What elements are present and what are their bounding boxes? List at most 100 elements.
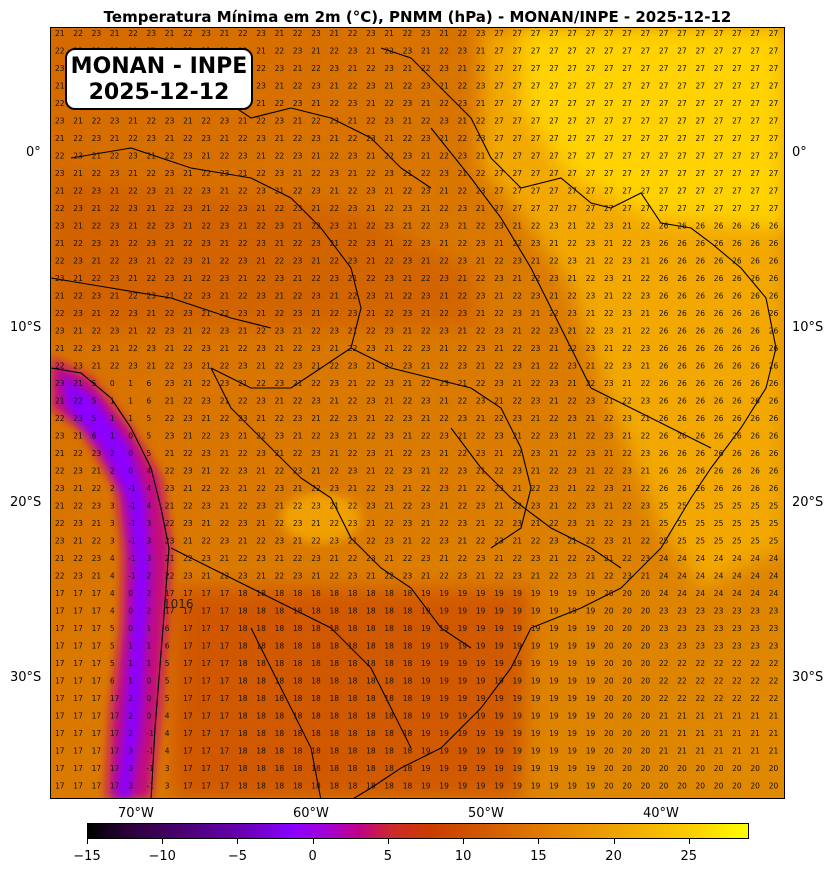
grid-value: 27: [494, 169, 504, 178]
grid-value: 19: [494, 747, 504, 756]
lat-label-right-30s: 30°S: [792, 670, 824, 685]
grid-value: 22: [586, 327, 596, 336]
grid-value: 26: [659, 432, 669, 441]
grid-value: 21: [183, 327, 193, 336]
grid-value: 2: [128, 694, 133, 703]
grid-value: 21: [769, 747, 779, 756]
grid-value: 18: [366, 729, 376, 738]
grid-value: 18: [330, 589, 340, 598]
grid-value: 21: [275, 239, 285, 248]
grid-value: 23: [256, 82, 266, 91]
grid-value: 18: [256, 694, 266, 703]
grid-value: 26: [769, 362, 779, 371]
grid-value: 21: [348, 537, 358, 546]
grid-value: 19: [586, 659, 596, 668]
grid-value: 22: [439, 467, 449, 476]
grid-value: 25: [732, 537, 742, 546]
grid-value: 21: [567, 222, 577, 231]
grid-value: 21: [293, 64, 303, 73]
grid-value: 26: [677, 327, 687, 336]
grid-value: 20: [622, 624, 632, 633]
grid-value: 22: [604, 362, 614, 371]
grid-value: 21: [256, 467, 266, 476]
grid-value: 21: [384, 82, 394, 91]
grid-value: 23: [622, 467, 632, 476]
grid-value: 22: [73, 502, 83, 511]
grid-value: 21: [531, 414, 541, 423]
grid-value: 20: [641, 782, 651, 791]
grid-value: 23: [293, 572, 303, 581]
grid-value: 21: [366, 362, 376, 371]
grid-value: -1: [147, 729, 155, 738]
grid-value: 4: [110, 572, 115, 581]
grid-value: 23: [384, 117, 394, 126]
grid-value: 21: [403, 432, 413, 441]
grid-value: 1: [110, 397, 115, 406]
grid-value: 18: [366, 624, 376, 633]
grid-value: 22: [238, 554, 248, 563]
grid-value: 27: [659, 134, 669, 143]
grid-value: 27: [659, 82, 669, 91]
grid-value: 20: [622, 659, 632, 668]
grid-value: 23: [92, 502, 102, 511]
grid-value: 26: [659, 327, 669, 336]
grid-value: 21: [421, 467, 431, 476]
grid-value: 22: [769, 694, 779, 703]
grid-value: 27: [750, 204, 760, 213]
grid-value: 27: [586, 169, 596, 178]
grid-value: 22: [348, 344, 358, 353]
grid-value: 27: [659, 117, 669, 126]
grid-value: 18: [348, 659, 358, 668]
grid-value: 20: [622, 729, 632, 738]
grid-value: 26: [714, 274, 724, 283]
grid-value: 21: [458, 379, 468, 388]
grid-value: 22: [55, 152, 65, 161]
grid-value: 22: [476, 64, 486, 73]
grid-value: 25: [769, 502, 779, 511]
grid-value: 22: [567, 449, 577, 458]
grid-value: 23: [659, 624, 669, 633]
grid-value: 22: [366, 274, 376, 283]
grid-value: 18: [384, 607, 394, 616]
grid-value: 27: [622, 82, 632, 91]
grid-value: 18: [238, 677, 248, 686]
grid-value: 26: [732, 344, 742, 353]
grid-value: 19: [421, 589, 431, 598]
grid-value: 27: [750, 99, 760, 108]
grid-value: 22: [622, 502, 632, 511]
grid-value: 23: [128, 204, 138, 213]
grid-value: 26: [714, 362, 724, 371]
grid-value: 21: [641, 414, 651, 423]
grid-value: 21: [330, 502, 340, 511]
grid-value: -1: [147, 782, 155, 791]
grid-value: 26: [732, 274, 742, 283]
grid-value: 19: [549, 747, 559, 756]
grid-value: 23: [458, 309, 468, 318]
grid-value: 23: [238, 152, 248, 161]
grid-value: 22: [732, 677, 742, 686]
grid-value: 27: [604, 204, 614, 213]
grid-value: 23: [330, 432, 340, 441]
grid-value: 23: [110, 222, 120, 231]
grid-value: 22: [165, 572, 175, 581]
grid-value: 23: [421, 554, 431, 563]
grid-value: 24: [696, 589, 706, 598]
grid-value: 23: [622, 362, 632, 371]
grid-value: 23: [494, 432, 504, 441]
grid-value: 18: [238, 642, 248, 651]
grid-value: 26: [732, 484, 742, 493]
grid-value: 27: [531, 134, 541, 143]
grid-value: 23: [256, 292, 266, 301]
grid-value: 18: [275, 764, 285, 773]
grid-value: -1: [128, 519, 136, 528]
grid-value: 18: [238, 624, 248, 633]
model-stamp: MONAN - INPE 2025-12-12: [65, 48, 253, 110]
grid-value: 27: [513, 187, 523, 196]
grid-value: 21: [439, 449, 449, 458]
grid-value: 21: [696, 729, 706, 738]
grid-value: 18: [311, 712, 321, 721]
grid-value: 19: [549, 729, 559, 738]
grid-value: 22: [458, 502, 468, 511]
grid-value: 22: [439, 152, 449, 161]
grid-value: 23: [293, 467, 303, 476]
